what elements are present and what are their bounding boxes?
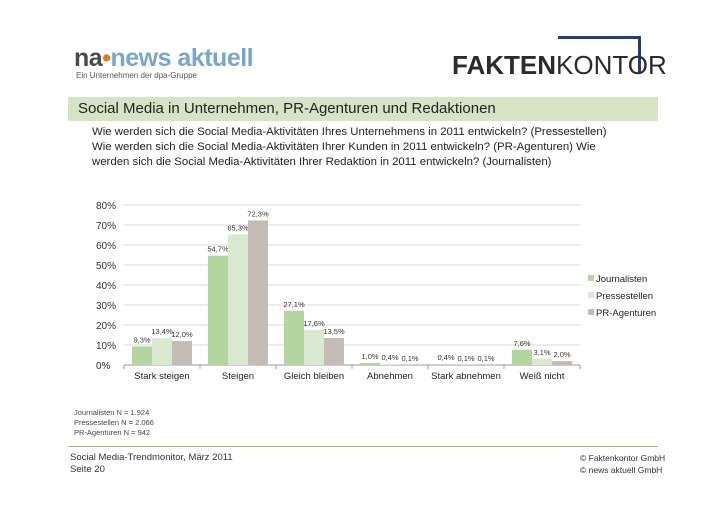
bar <box>248 220 268 365</box>
footer-left: Social Media-Trendmonitor, März 2011 Sei… <box>70 452 233 476</box>
data-label: 27,1% <box>283 300 305 309</box>
data-label: 9,3% <box>133 335 150 344</box>
y-tick-label: 50% <box>96 261 116 272</box>
bar <box>284 310 304 365</box>
logo-kontor: KONTOR <box>556 50 667 80</box>
bar <box>436 364 456 365</box>
data-label: 1,0% <box>361 352 378 361</box>
data-label: 0,1% <box>477 354 494 363</box>
legend-swatch <box>588 275 594 281</box>
data-label: 2,0% <box>553 350 570 359</box>
bar <box>304 329 324 365</box>
copyright-faktenkontor: © Faktenkontor GmbH <box>580 453 666 463</box>
data-label: 0,4% <box>381 353 398 362</box>
category-label: Weiß nicht <box>520 371 565 382</box>
bar <box>228 234 248 365</box>
copyright-news-aktuell: © news aktuell GmbH <box>580 465 663 475</box>
category-label: Stark steigen <box>134 371 189 382</box>
footer-source: Social Media-Trendmonitor, März 2011 <box>70 452 233 463</box>
y-tick-label: 30% <box>96 301 116 312</box>
title-band: Social Media in Unternehmen, PR-Agenture… <box>68 97 658 121</box>
category-label: Gleich bleiben <box>284 371 344 382</box>
data-label: 12,0% <box>171 330 193 339</box>
question-line-2: Wie werden sich die Social Media-Aktivit… <box>92 141 596 153</box>
bar <box>380 364 400 365</box>
bar <box>132 346 152 365</box>
category-label: Stark abnehmen <box>431 371 501 382</box>
logo-subtitle: Ein Unternehmen der dpa-Gruppe <box>76 71 197 80</box>
slide-title: Social Media in Unternehmen, PR-Agenture… <box>78 100 496 117</box>
data-label: 0,4% <box>437 353 454 362</box>
logo-dot: • <box>102 44 111 72</box>
data-label: 17,6% <box>303 319 325 328</box>
footer-page: Seite 20 <box>70 464 105 475</box>
data-label: 0,1% <box>401 354 418 363</box>
data-label: 72,3% <box>247 209 269 218</box>
bar <box>208 255 228 365</box>
note-journalisten: Journalisten N = 1.924 <box>74 408 150 417</box>
legend-swatch <box>588 292 594 298</box>
data-label: 65,3% <box>227 223 249 232</box>
legend-swatch <box>588 309 594 315</box>
y-tick-label: 40% <box>96 281 116 292</box>
y-tick-label: 10% <box>96 341 116 352</box>
bar <box>152 338 172 365</box>
data-label: 3,1% <box>533 348 550 357</box>
bar <box>512 349 532 365</box>
bar <box>360 363 380 365</box>
bar <box>172 341 192 365</box>
data-label: 7,6% <box>513 339 530 348</box>
faktenkontor-logo: FAKTENKONTOR <box>452 50 667 81</box>
logo-fakten: FAKTEN <box>452 50 556 80</box>
data-label: 13,5% <box>323 327 345 336</box>
data-label: 13,4% <box>151 327 173 336</box>
footer-divider <box>68 446 658 447</box>
bar <box>552 361 572 365</box>
category-label: Steigen <box>222 371 254 382</box>
footer-right: © Faktenkontor GmbH © news aktuell GmbH <box>580 452 665 476</box>
data-label: 0,1% <box>457 354 474 363</box>
bar <box>324 338 344 365</box>
data-label: 54,7% <box>207 245 229 254</box>
y-tick-label: 60% <box>96 241 116 252</box>
question-line-1: Wie werden sich die Social Media-Aktivit… <box>92 126 607 138</box>
logo-na-text: na <box>74 44 103 72</box>
logo-brand-text: news aktuell <box>110 44 254 72</box>
question-line-3: werden sich die Social Media-Aktivitäten… <box>92 156 552 168</box>
question-text: Wie werden sich die Social Media-Aktivit… <box>92 125 662 170</box>
sample-notes: Journalisten N = 1.924 Pressestellen N =… <box>74 408 154 438</box>
note-pressestellen: Pressestellen N = 2.066 <box>74 418 154 427</box>
legend-label: Journalisten <box>596 274 647 285</box>
y-tick-label: 80% <box>96 201 116 212</box>
note-pr-agenturen: PR-Agenturen N = 942 <box>74 428 151 437</box>
y-tick-label: 20% <box>96 321 116 332</box>
news-aktuell-logo: na•news aktuell Ein Unternehmen der dpa-… <box>74 44 254 80</box>
category-label: Abnehmen <box>367 371 413 382</box>
y-tick-label: 0% <box>96 361 111 372</box>
y-tick-label: 70% <box>96 221 116 232</box>
legend-label: Pressestellen <box>596 291 653 302</box>
bar <box>532 358 552 365</box>
faktenkontor-logo-frame <box>558 36 641 73</box>
legend-label: PR-Agenturen <box>596 308 656 319</box>
